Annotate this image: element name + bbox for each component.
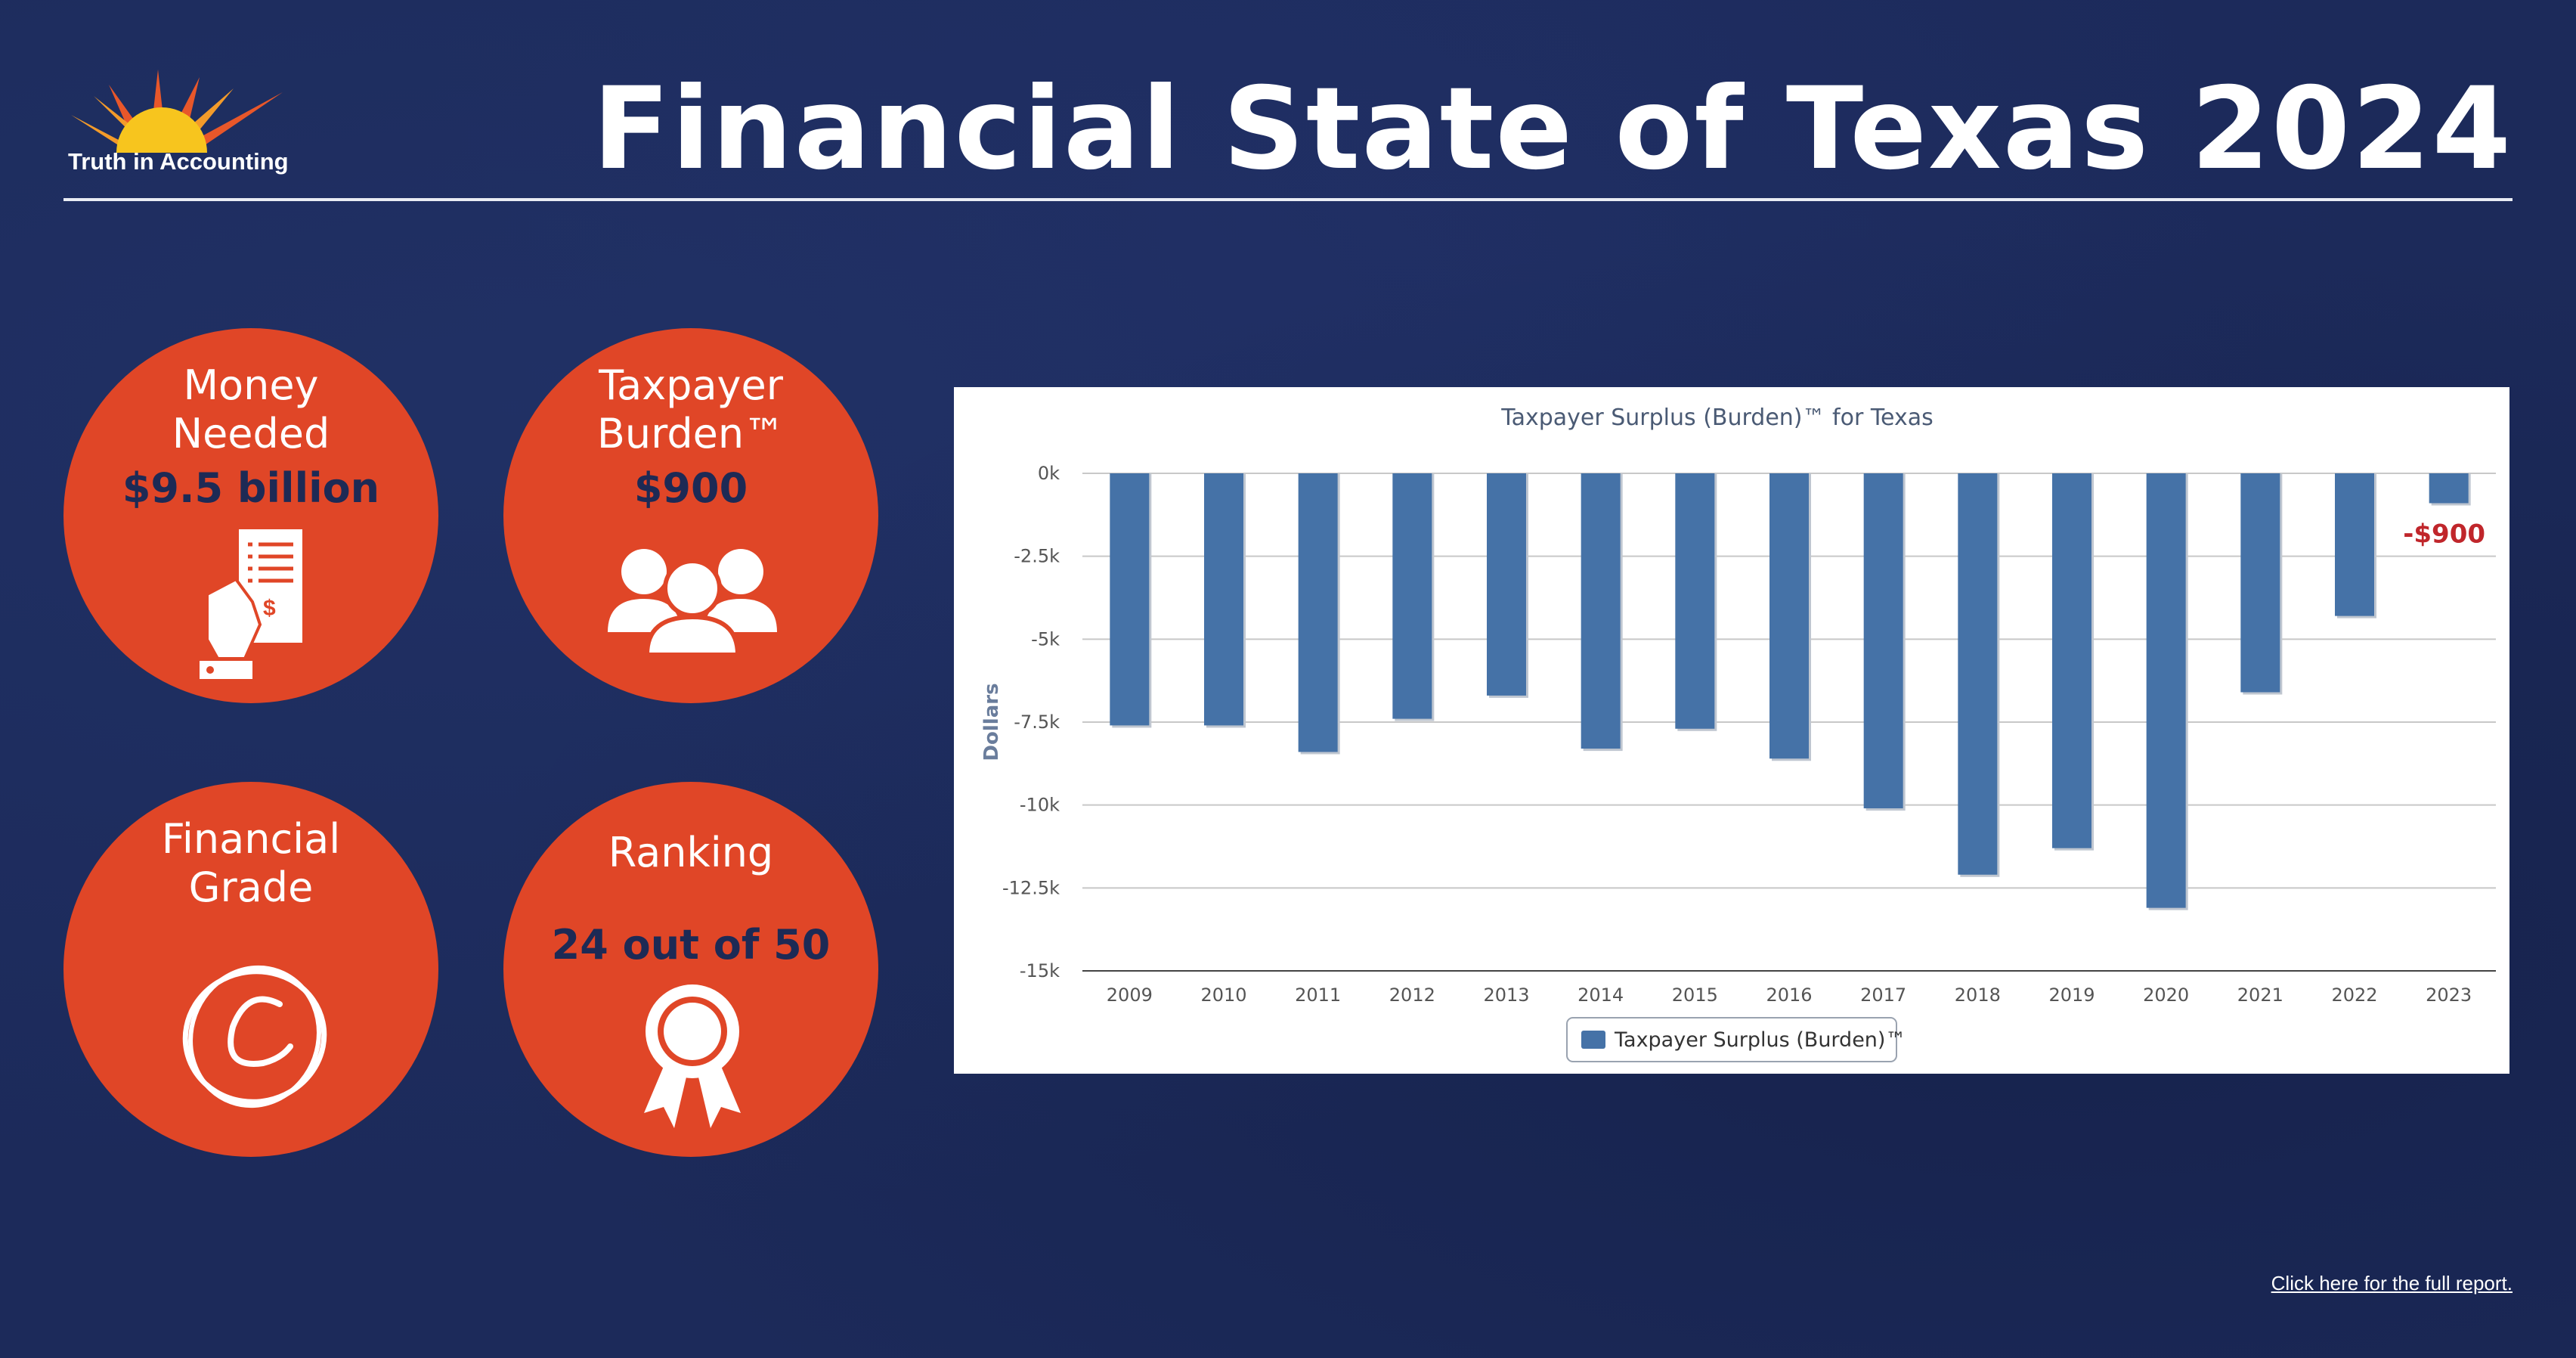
y-tick-label: -7.5k [1014, 712, 1060, 733]
bar-2020[interactable] [2146, 473, 2186, 908]
x-tick-label: 2021 [2237, 984, 2283, 1006]
truth-in-accounting-logo: Truth in Accounting [63, 62, 305, 183]
legend-label[interactable]: Taxpayer Surplus (Burden)™ [1614, 1028, 1906, 1052]
y-tick-label: -5k [1031, 628, 1060, 650]
circled-grade-icon [182, 965, 327, 1108]
y-tick-label: -12.5k [1002, 877, 1060, 898]
bar-2010[interactable] [1204, 473, 1243, 726]
award-ribbon-icon [644, 984, 741, 1128]
bar-chart: Taxpayer Surplus (Burden)™ for Texas Dol… [980, 405, 2496, 1062]
ranking-value: 24 out of 50 [551, 921, 831, 969]
x-tick-label: 2009 [1107, 984, 1153, 1006]
bar-2009[interactable] [1110, 473, 1150, 726]
y-tick-label: -10k [1020, 795, 1060, 816]
y-tick-label: -15k [1020, 960, 1060, 981]
bar-2012[interactable] [1392, 473, 1432, 719]
bar-2023[interactable] [2429, 473, 2469, 504]
financial-grade-card: Financial Grade [63, 782, 438, 1157]
bar-2019[interactable] [2052, 473, 2091, 848]
x-tick-label: 2010 [1200, 984, 1246, 1006]
logo-text: Truth in Accounting [68, 148, 289, 175]
x-tick-label: 2015 [1672, 984, 1718, 1006]
bar-2014[interactable] [1581, 473, 1621, 749]
money-needed-value: $9.5 billion [122, 464, 380, 512]
people-group-icon [608, 549, 777, 655]
taxpayer-burden-label-1: Taxpayer [599, 361, 783, 409]
annotation-label: -$900 [2403, 519, 2485, 549]
x-tick-label: 2012 [1389, 984, 1435, 1006]
bar-2022[interactable] [2335, 473, 2374, 616]
page-title: Financial State of Texas 2024 [592, 64, 2513, 195]
money-needed-label-2: Needed [172, 410, 330, 457]
money-needed-card: Money Needed $9.5 billion $ [63, 328, 438, 703]
money-needed-label-1: Money [183, 361, 319, 409]
bar-2011[interactable] [1298, 473, 1338, 752]
x-tick-label: 2022 [2331, 984, 2377, 1006]
x-tick-label: 2019 [2048, 984, 2095, 1006]
x-tick-label: 2018 [1955, 984, 2001, 1006]
legend-box [1566, 1017, 1897, 1062]
receipt-hand-icon: $ [200, 529, 302, 679]
bar-2018[interactable] [1958, 473, 1998, 875]
x-tick-label: 2013 [1483, 984, 1529, 1006]
full-report-link[interactable]: Click here for the full report. [2271, 1272, 2513, 1294]
chart-title: Taxpayer Surplus (Burden)™ for Texas [1500, 405, 1934, 431]
x-tick-label: 2016 [1766, 984, 1812, 1006]
ranking-label: Ranking [608, 829, 774, 876]
x-tick-label: 2011 [1295, 984, 1341, 1006]
financial-grade-label-2: Grade [188, 863, 314, 911]
chart-panel: Taxpayer Surplus (Burden)™ for Texas Dol… [954, 387, 2509, 1074]
financial-grade-label-1: Financial [161, 815, 341, 863]
x-tick-label: 2017 [1860, 984, 1906, 1006]
y-tick-label: 0k [1038, 463, 1060, 484]
x-tick-label: 2020 [2143, 984, 2189, 1006]
taxpayer-burden-card: Taxpayer Burden™ $900 [503, 328, 878, 703]
bar-2016[interactable] [1769, 473, 1809, 759]
y-axis-label: Dollars [980, 683, 1003, 761]
bar-2013[interactable] [1487, 473, 1526, 696]
bar-2015[interactable] [1675, 473, 1715, 729]
title-divider [63, 198, 2513, 201]
svg-text:$: $ [263, 596, 276, 621]
y-tick-label: -2.5k [1014, 546, 1060, 567]
bar-2021[interactable] [2240, 473, 2280, 693]
x-tick-label: 2023 [2426, 984, 2472, 1006]
chart-legend[interactable]: Taxpayer Surplus (Burden)™ [1566, 1017, 1906, 1062]
sunrise-logo-icon [71, 70, 283, 153]
legend-swatch [1581, 1031, 1605, 1049]
bar-2017[interactable] [1863, 473, 1903, 809]
taxpayer-burden-value: $900 [633, 464, 748, 512]
x-tick-label: 2014 [1577, 984, 1624, 1006]
taxpayer-burden-label-2: Burden™ [596, 410, 785, 457]
ranking-card: Ranking 24 out of 50 [503, 782, 878, 1157]
